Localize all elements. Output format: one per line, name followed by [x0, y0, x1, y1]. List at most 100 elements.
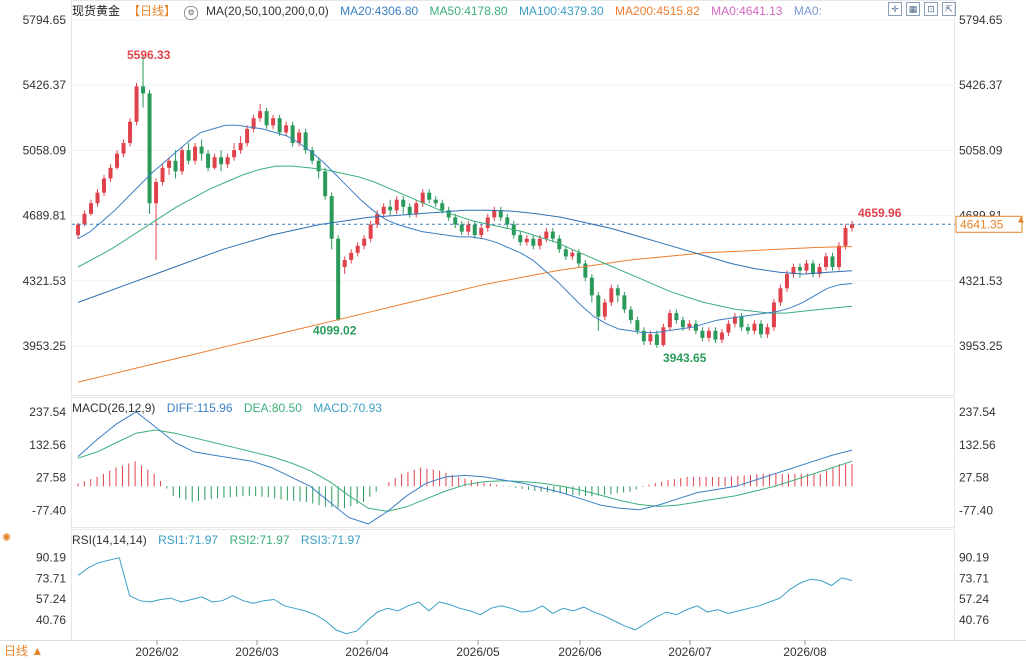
gear-icon[interactable]: ⚙	[184, 6, 199, 20]
candle-body	[804, 263, 809, 271]
rsi-tick-right: 73.71	[959, 571, 989, 585]
candle-body	[297, 132, 302, 144]
candle-body	[830, 256, 835, 268]
candle-body	[498, 210, 503, 218]
candle-body	[680, 320, 685, 328]
candle-body	[706, 330, 711, 338]
candle-body	[102, 178, 107, 193]
rsi-legend: RSI(14,14,14) RSI1:71.97 RSI2:71.97 RSI3…	[72, 532, 369, 548]
timeframe-button[interactable]: 日线 ▲	[0, 642, 56, 660]
macd-dea-line	[77, 429, 853, 512]
candle-body	[817, 267, 822, 275]
candle-body	[505, 217, 510, 225]
price-tick-left: 5794.65	[23, 13, 67, 27]
candle-body	[173, 160, 178, 172]
crosshair-icon[interactable]: ✛	[888, 2, 902, 16]
candle-body	[154, 182, 159, 204]
candle-body	[661, 327, 666, 345]
candle-body	[544, 231, 549, 239]
candle-body	[219, 157, 224, 165]
zoom-icon[interactable]: ▦	[906, 2, 920, 16]
candle-body	[628, 309, 633, 321]
candle-body	[199, 146, 204, 154]
candle-body	[362, 238, 367, 246]
macd-tick-left: 27.58	[36, 471, 66, 485]
time-tick-label: 2026/04	[345, 645, 389, 659]
macd-value: MACD:70.93	[313, 401, 382, 415]
candle-body	[128, 121, 133, 144]
ma0-empty-value: MA0:	[793, 4, 822, 18]
high-annotation: 5596.33	[127, 48, 171, 62]
candle-body	[492, 210, 497, 218]
fullscreen-icon[interactable]: ⇱	[942, 2, 956, 16]
candle-body	[407, 206, 412, 214]
candle-body	[524, 238, 529, 243]
macd-label: MACD(26,12,9)	[72, 401, 156, 415]
candle-body	[823, 256, 828, 268]
candle-body	[719, 332, 724, 340]
candle-body	[713, 330, 718, 340]
candle-body	[121, 143, 126, 154]
candle-body	[843, 228, 848, 246]
ma50-line	[77, 165, 853, 314]
candle-body	[732, 316, 737, 324]
price-tick-right: 5058.09	[959, 143, 1003, 157]
candle-body	[206, 153, 211, 168]
rsi-tick-left: 40.76	[36, 613, 66, 627]
candle-body	[615, 288, 620, 296]
candle-body	[427, 192, 432, 200]
time-tick-label: 2026/08	[783, 645, 827, 659]
candle-body	[745, 327, 750, 331]
candle-body	[277, 118, 282, 133]
candle-body	[232, 150, 237, 158]
candle-body	[667, 313, 672, 328]
ma200-value: MA200:4515.82	[615, 4, 700, 18]
candle-body	[290, 125, 295, 144]
time-tick-label: 2026/06	[558, 645, 602, 659]
time-tick-label: 2026/03	[235, 645, 279, 659]
candle-body	[180, 150, 185, 172]
fit-icon[interactable]: ⊡	[924, 2, 938, 16]
pane-frame-0	[71, 0, 955, 396]
symbol-label: 现货黄金	[72, 4, 121, 18]
candle-body	[563, 249, 568, 257]
chart-toolbar: ✛ ▦ ⊡ ⇱	[888, 2, 956, 16]
low-annotation-1: 4099.02	[313, 323, 357, 337]
candle-body	[414, 203, 419, 214]
candle-body	[323, 171, 328, 197]
candle-body	[76, 224, 80, 236]
candle-body	[368, 224, 373, 239]
candle-body	[850, 224, 854, 229]
rsi-line	[77, 557, 853, 635]
candle-body	[355, 245, 360, 253]
candle-body	[583, 263, 588, 278]
current-price-label: 4641.35	[960, 217, 1004, 231]
macd-tick-right: 237.54	[959, 405, 996, 419]
settings-icon[interactable]: ✺	[2, 532, 12, 544]
ma20-line	[77, 124, 853, 334]
candle-body	[401, 199, 406, 207]
candle-body	[784, 274, 789, 289]
candle-body	[134, 86, 139, 122]
candle-body	[602, 302, 607, 317]
ma200-line	[77, 246, 853, 383]
rsi2-value: RSI2:71.97	[229, 533, 290, 547]
time-tick-label: 2026/07	[668, 645, 712, 659]
time-tick-label: 2026/02	[135, 645, 179, 659]
candle-body	[147, 93, 152, 204]
candle-body	[537, 238, 542, 246]
candle-body	[316, 160, 321, 172]
candle-body	[342, 259, 347, 268]
rsi-tick-right: 90.19	[959, 550, 989, 564]
time-tick-label: 2026/05	[456, 645, 500, 659]
price-tick-right: 5794.65	[959, 13, 1003, 27]
candle-body	[810, 263, 815, 275]
candle-body	[778, 288, 783, 303]
candle-body	[797, 267, 802, 271]
macd-tick-right: 27.58	[959, 471, 989, 485]
candle-body	[641, 330, 646, 342]
macd-tick-left: -77.40	[32, 504, 66, 518]
candle-body	[700, 330, 705, 338]
candle-body	[635, 320, 640, 331]
